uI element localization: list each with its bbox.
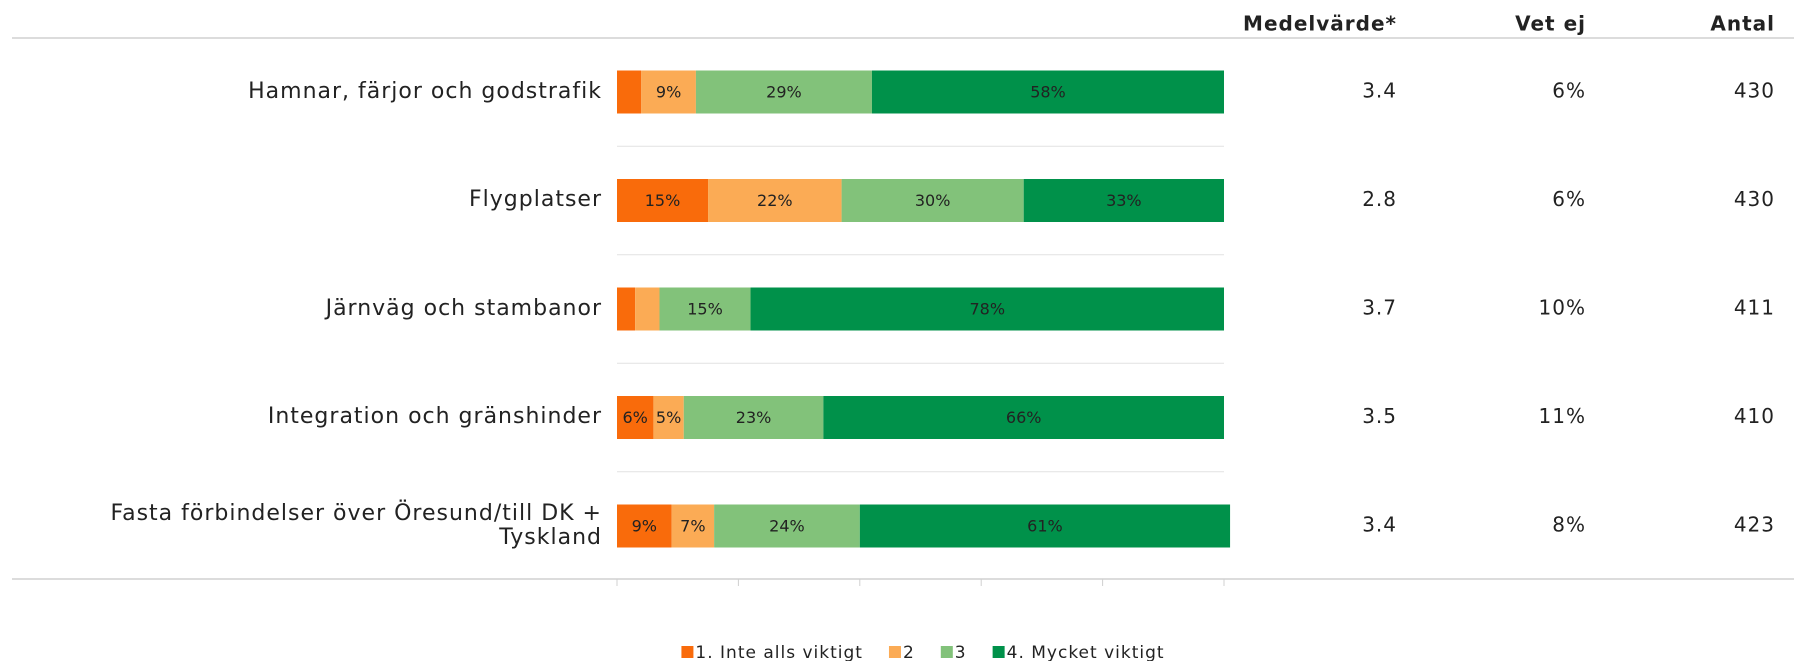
- table-cell: 411: [1734, 296, 1775, 320]
- data-label: 78%: [969, 300, 1005, 319]
- table-cell: 3.5: [1362, 404, 1397, 428]
- category-label: Hamnar, färjor och godstrafik: [248, 78, 602, 104]
- column-header: Vet ej: [1515, 12, 1586, 36]
- legend-label: 3: [955, 643, 967, 661]
- table-cell: 430: [1734, 79, 1775, 103]
- bar-segment: [635, 287, 660, 331]
- bar-segment: [683, 396, 824, 439]
- table-cell: 6%: [1552, 187, 1586, 211]
- bar-segment: [617, 70, 642, 114]
- bar-segment: [617, 179, 709, 222]
- category-label: Flygplatser: [469, 187, 602, 213]
- bar-segment: [671, 504, 715, 548]
- bar-segment: [859, 504, 1231, 548]
- table-cell: 3.4: [1362, 79, 1397, 103]
- data-label: 5%: [656, 408, 681, 427]
- legend-swatch: [681, 646, 694, 658]
- table-cell: 2.8: [1362, 187, 1397, 211]
- data-label: 58%: [1030, 83, 1066, 102]
- legend-label: 2: [903, 643, 915, 661]
- legend: 1. Inte alls viktigt 2 3 4. Mycket viktigt: [681, 643, 1164, 661]
- bar-segment: [1023, 179, 1224, 222]
- bar-segment: [841, 179, 1024, 222]
- bar-segment: [695, 70, 872, 114]
- data-label: 9%: [656, 83, 681, 102]
- data-label: 33%: [1106, 191, 1142, 210]
- category-label: Integration och gränshinder: [267, 404, 602, 430]
- data-label: 23%: [736, 408, 772, 427]
- table-cell: 3.7: [1362, 296, 1397, 320]
- data-label: 9%: [632, 517, 657, 536]
- bar-segment: [871, 70, 1224, 114]
- table-cell: 10%: [1539, 296, 1586, 320]
- data-label: 15%: [645, 191, 681, 210]
- legend-swatch: [940, 646, 953, 658]
- table-cell: 410: [1734, 404, 1775, 428]
- table-cell: 6%: [1552, 79, 1586, 103]
- data-label: 66%: [1006, 408, 1042, 427]
- bar-segment: [750, 287, 1224, 331]
- bar-segment: [617, 287, 636, 331]
- table-cell: 8%: [1552, 513, 1586, 537]
- table-cell: 430: [1734, 187, 1775, 211]
- bar-segment: [617, 396, 654, 439]
- category-label: Fasta förbindelser över Öresund/till DK …: [110, 500, 602, 550]
- data-label: 30%: [915, 191, 951, 210]
- bar-segment: [708, 179, 842, 222]
- data-label: 29%: [766, 83, 802, 102]
- data-label: 6%: [623, 408, 648, 427]
- data-label: 15%: [687, 300, 723, 319]
- data-label: 7%: [680, 517, 705, 536]
- column-header: Medelvärde*: [1243, 12, 1397, 36]
- table-cell: 11%: [1539, 404, 1586, 428]
- legend-label: 4. Mycket viktigt: [1007, 643, 1165, 661]
- legend-swatch: [888, 646, 901, 658]
- bar-segment: [641, 70, 696, 114]
- legend-label: 1. Inte alls viktigt: [695, 643, 863, 661]
- data-label: 61%: [1027, 517, 1063, 536]
- column-header: Antal: [1710, 12, 1775, 36]
- table-cell: 3.4: [1362, 513, 1397, 537]
- bar-segment: [823, 396, 1224, 439]
- bar-segment: [653, 396, 684, 439]
- data-label: 22%: [757, 191, 793, 210]
- bar-segment: [714, 504, 860, 548]
- table-cell: 423: [1734, 513, 1775, 537]
- bar-segment: [617, 504, 672, 548]
- legend-swatch: [992, 646, 1005, 658]
- bar-segment: [659, 287, 751, 331]
- data-label: 24%: [769, 517, 805, 536]
- category-label: Järnväg och stambanor: [325, 295, 602, 321]
